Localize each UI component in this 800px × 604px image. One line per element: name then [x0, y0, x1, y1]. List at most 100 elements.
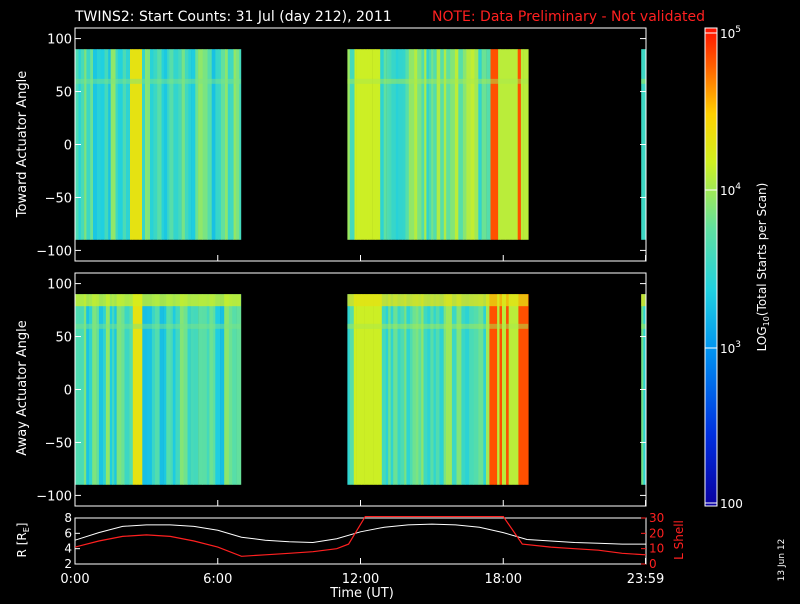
heatmap-column: [130, 49, 133, 240]
colorbar-tick-label: 100: [720, 497, 743, 511]
y-tick-label: 50: [55, 331, 72, 346]
orbit-y2-tick-label: 30: [649, 511, 664, 525]
away-panel: 100 50 0 −50 −100: [36, 272, 647, 507]
heatmap-column: [404, 294, 407, 485]
heatmap-band-high: [347, 294, 529, 307]
heatmap-column: [218, 49, 222, 240]
heatmap-column: [356, 294, 362, 485]
heatmap-column: [405, 49, 410, 240]
heatmap-column: [115, 49, 119, 240]
heatmap-column: [105, 294, 110, 485]
heatmap-column: [163, 49, 168, 240]
heatmap-column: [90, 49, 94, 240]
y-tick-label: −50: [45, 191, 72, 206]
heatmap-column: [385, 294, 389, 485]
heatmap-column: [446, 294, 450, 485]
heatmap-column: [153, 49, 158, 240]
heatmap-band: [347, 323, 529, 329]
heatmap-column: [124, 294, 130, 485]
heatmap-column: [450, 49, 456, 240]
heatmap-column: [227, 49, 231, 240]
heatmap-column: [80, 49, 85, 240]
colorbar-tick-label: 105: [720, 25, 741, 41]
heatmap-column: [523, 49, 529, 240]
heatmap-column: [83, 294, 87, 485]
heatmap-column: [109, 294, 113, 485]
heatmap-column: [499, 294, 503, 485]
y-tick-label: −50: [45, 436, 72, 451]
heatmap-column: [421, 294, 424, 485]
heatmap-column: [215, 294, 221, 485]
heatmap-column: [132, 49, 137, 240]
heatmap-column: [89, 294, 93, 485]
orbit-r-label: R [RE]: [15, 523, 31, 558]
heatmap-column: [446, 49, 451, 240]
heatmap-column: [169, 49, 174, 240]
heatmap-column: [430, 294, 434, 485]
orbit-y-tick-label: 2: [64, 557, 72, 571]
heatmap-column: [470, 49, 475, 240]
heatmap-column: [395, 49, 399, 240]
heatmap-column: [159, 294, 164, 485]
heatmap-column: [393, 294, 398, 485]
heatmap-column: [360, 49, 365, 240]
heatmap-column: [139, 49, 143, 240]
heatmap-column: [179, 294, 184, 485]
heatmap-column: [415, 294, 419, 485]
heatmap-column: [465, 294, 470, 485]
orbit-r-label-main: R [R: [15, 532, 29, 557]
colorbar-tick-base: 10: [720, 27, 735, 41]
heatmap-column: [372, 49, 376, 240]
heatmap-column: [166, 294, 171, 485]
heatmap-column: [433, 49, 437, 240]
heatmap-column: [424, 49, 427, 240]
heatmap-column: [490, 49, 496, 240]
y-tick-label: 100: [47, 33, 72, 48]
heatmap-column: [520, 49, 524, 240]
heatmap-band: [347, 78, 529, 84]
heatmap-column: [175, 294, 181, 485]
heatmap-column: [170, 294, 174, 485]
lshell-line: [75, 516, 646, 557]
heatmap-column: [431, 49, 434, 240]
chart-title: TWINS2: Start Counts: 31 Jul (day 212), …: [74, 9, 392, 25]
heatmap-column: [198, 49, 203, 240]
colorbar-tick-label: 103: [720, 340, 741, 356]
heatmap-column: [198, 294, 203, 485]
heatmap-column: [375, 49, 381, 240]
heatmap-column: [454, 49, 459, 240]
x-tick-label: 18:00: [485, 572, 522, 587]
colorbar-tick-base: 10: [720, 184, 735, 198]
heatmap-column: [110, 49, 116, 240]
date-stamp: 13 Jun 12: [777, 539, 787, 582]
heatmap-column: [181, 49, 186, 240]
x-tick-label: 6:00: [203, 572, 232, 587]
heatmap-column: [349, 294, 355, 485]
colorbar-tick-base: 100: [720, 497, 743, 511]
heatmap-column: [239, 49, 242, 240]
heatmap-column: [361, 294, 365, 485]
y-tick-label: 0: [64, 384, 72, 399]
heatmap-column: [410, 294, 413, 485]
heatmap-column: [129, 294, 134, 485]
heatmap-column: [354, 49, 357, 240]
heatmap-column: [190, 294, 194, 485]
heatmap-column: [410, 49, 415, 240]
orbit-y2-tick-label: 10: [649, 542, 664, 556]
heatmap-column: [225, 49, 229, 240]
heatmap-column: [414, 49, 418, 240]
heatmap-band: [641, 323, 646, 329]
heatmap-column: [147, 294, 153, 485]
heatmap-column: [398, 49, 403, 240]
heatmap-column: [172, 294, 176, 485]
heatmap-column: [233, 49, 237, 240]
away-ylabel: Away Actuator Angle: [15, 320, 30, 455]
heatmap-column: [142, 294, 148, 485]
heatmap-column: [86, 49, 91, 240]
orbit-y2-tick-label: 20: [649, 526, 664, 540]
heatmap-column: [93, 49, 98, 240]
heatmap-column: [126, 49, 131, 240]
heatmap-column: [116, 294, 122, 485]
